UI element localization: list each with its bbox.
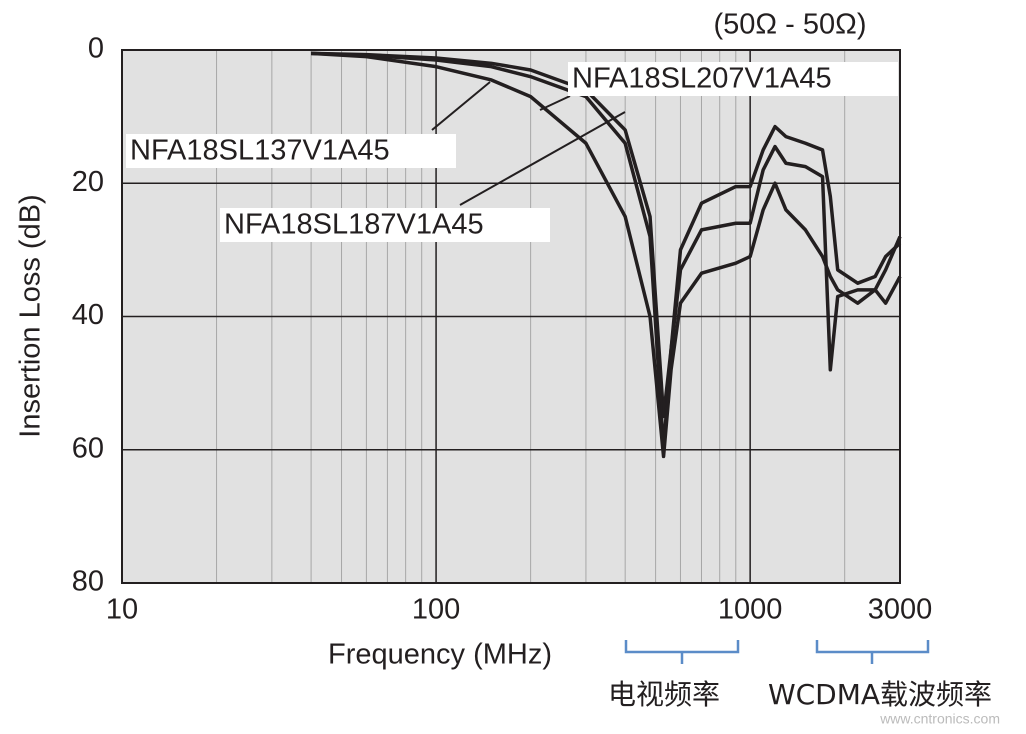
label-bg: [568, 62, 898, 96]
x-tick-label: 3000: [868, 594, 933, 626]
band-bracket: [815, 640, 930, 664]
plot-frame: [121, 49, 901, 584]
label-bg: [220, 208, 550, 242]
series-label: NFA18SL137V1A45: [130, 135, 390, 167]
series-label: NFA18SL207V1A45: [572, 63, 832, 95]
band-label: 电视频率: [608, 678, 720, 711]
series-line: [310, 51, 902, 459]
y-tick-label: 40: [72, 299, 104, 331]
x-axis-label: Frequency (MHz): [328, 639, 552, 671]
y-tick-label: 0: [88, 33, 104, 65]
leader-line: [539, 95, 571, 111]
band-bracket: [624, 640, 740, 664]
band-label: WCDMA载波频率: [768, 678, 992, 711]
x-tick-label: 10: [106, 594, 138, 626]
x-tick-label: 1000: [718, 594, 783, 626]
watermark: www.cntronics.com: [879, 711, 1000, 727]
series-label: NFA18SL187V1A45: [224, 209, 484, 241]
annotation: (50Ω - 50Ω): [714, 9, 867, 41]
series-line: [311, 51, 902, 452]
leader-line: [459, 111, 626, 206]
y-tick-label: 20: [72, 166, 104, 198]
x-tick-label: 100: [412, 594, 460, 626]
label-bg: [126, 134, 456, 168]
y-tick-label: 60: [72, 432, 104, 464]
series-line: [311, 51, 902, 419]
leader-line: [431, 81, 491, 131]
y-axis-label: Insertion Loss (dB): [15, 194, 47, 437]
y-tick-label: 80: [72, 566, 104, 598]
